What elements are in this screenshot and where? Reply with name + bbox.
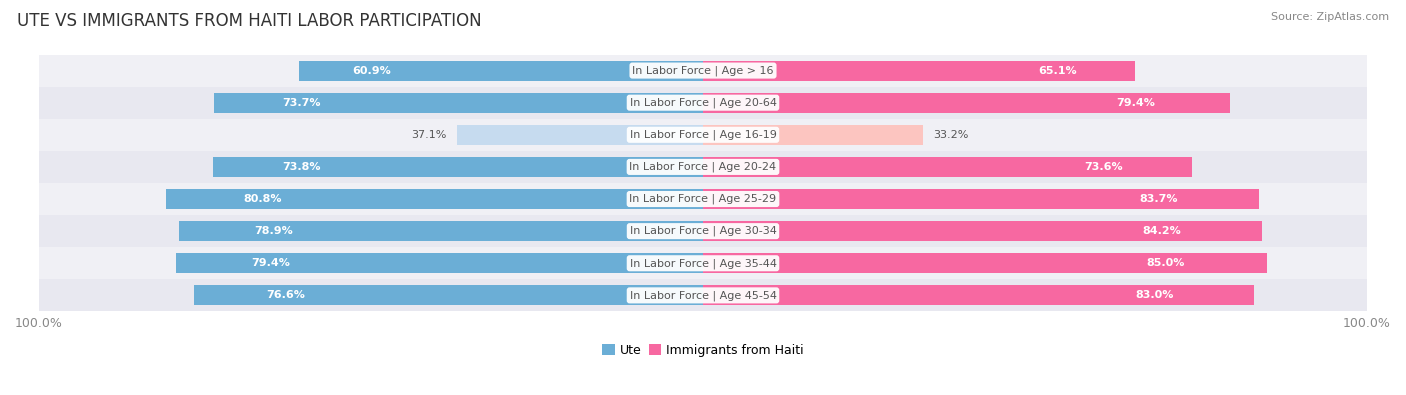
Text: 33.2%: 33.2% (934, 130, 969, 140)
Text: In Labor Force | Age 25-29: In Labor Force | Age 25-29 (630, 194, 776, 204)
Bar (166, 189, 703, 209)
Bar (703, 221, 1263, 241)
Bar (214, 93, 703, 113)
Text: 65.1%: 65.1% (1038, 66, 1077, 75)
Bar (39, 151, 1367, 183)
Text: 76.6%: 76.6% (267, 290, 305, 300)
Bar (39, 247, 1367, 279)
Text: 73.8%: 73.8% (281, 162, 321, 172)
Bar (176, 253, 703, 273)
Text: 79.4%: 79.4% (1116, 98, 1154, 108)
Bar (39, 87, 1367, 119)
Text: 84.2%: 84.2% (1142, 226, 1181, 236)
Text: In Labor Force | Age 35-44: In Labor Force | Age 35-44 (630, 258, 776, 269)
Text: In Labor Force | Age 45-54: In Labor Force | Age 45-54 (630, 290, 776, 301)
Text: 80.8%: 80.8% (243, 194, 283, 204)
Bar (298, 60, 703, 81)
Bar (194, 286, 703, 305)
Text: 73.6%: 73.6% (1084, 162, 1123, 172)
Text: 79.4%: 79.4% (252, 258, 290, 268)
Text: 37.1%: 37.1% (412, 130, 447, 140)
Text: UTE VS IMMIGRANTS FROM HAITI LABOR PARTICIPATION: UTE VS IMMIGRANTS FROM HAITI LABOR PARTI… (17, 12, 481, 30)
Text: 60.9%: 60.9% (352, 66, 391, 75)
Bar (39, 119, 1367, 151)
Bar (39, 183, 1367, 215)
Text: In Labor Force | Age 30-34: In Labor Force | Age 30-34 (630, 226, 776, 236)
Text: 83.0%: 83.0% (1136, 290, 1174, 300)
Text: 73.7%: 73.7% (283, 98, 321, 108)
Bar (457, 125, 703, 145)
Text: In Labor Force | Age 16-19: In Labor Force | Age 16-19 (630, 130, 776, 140)
Bar (39, 55, 1367, 87)
Bar (703, 157, 1192, 177)
Text: 83.7%: 83.7% (1139, 194, 1178, 204)
Bar (212, 157, 703, 177)
Text: In Labor Force | Age 20-64: In Labor Force | Age 20-64 (630, 98, 776, 108)
Bar (703, 253, 1267, 273)
Bar (703, 286, 1254, 305)
Bar (703, 60, 1135, 81)
Text: In Labor Force | Age 20-24: In Labor Force | Age 20-24 (630, 162, 776, 172)
Legend: Ute, Immigrants from Haiti: Ute, Immigrants from Haiti (598, 339, 808, 362)
Text: 85.0%: 85.0% (1147, 258, 1185, 268)
Bar (179, 221, 703, 241)
Text: Source: ZipAtlas.com: Source: ZipAtlas.com (1271, 12, 1389, 22)
Bar (703, 93, 1230, 113)
Text: In Labor Force | Age > 16: In Labor Force | Age > 16 (633, 65, 773, 76)
Bar (703, 189, 1258, 209)
Text: 78.9%: 78.9% (254, 226, 292, 236)
Bar (39, 215, 1367, 247)
Bar (39, 279, 1367, 311)
Bar (703, 125, 924, 145)
